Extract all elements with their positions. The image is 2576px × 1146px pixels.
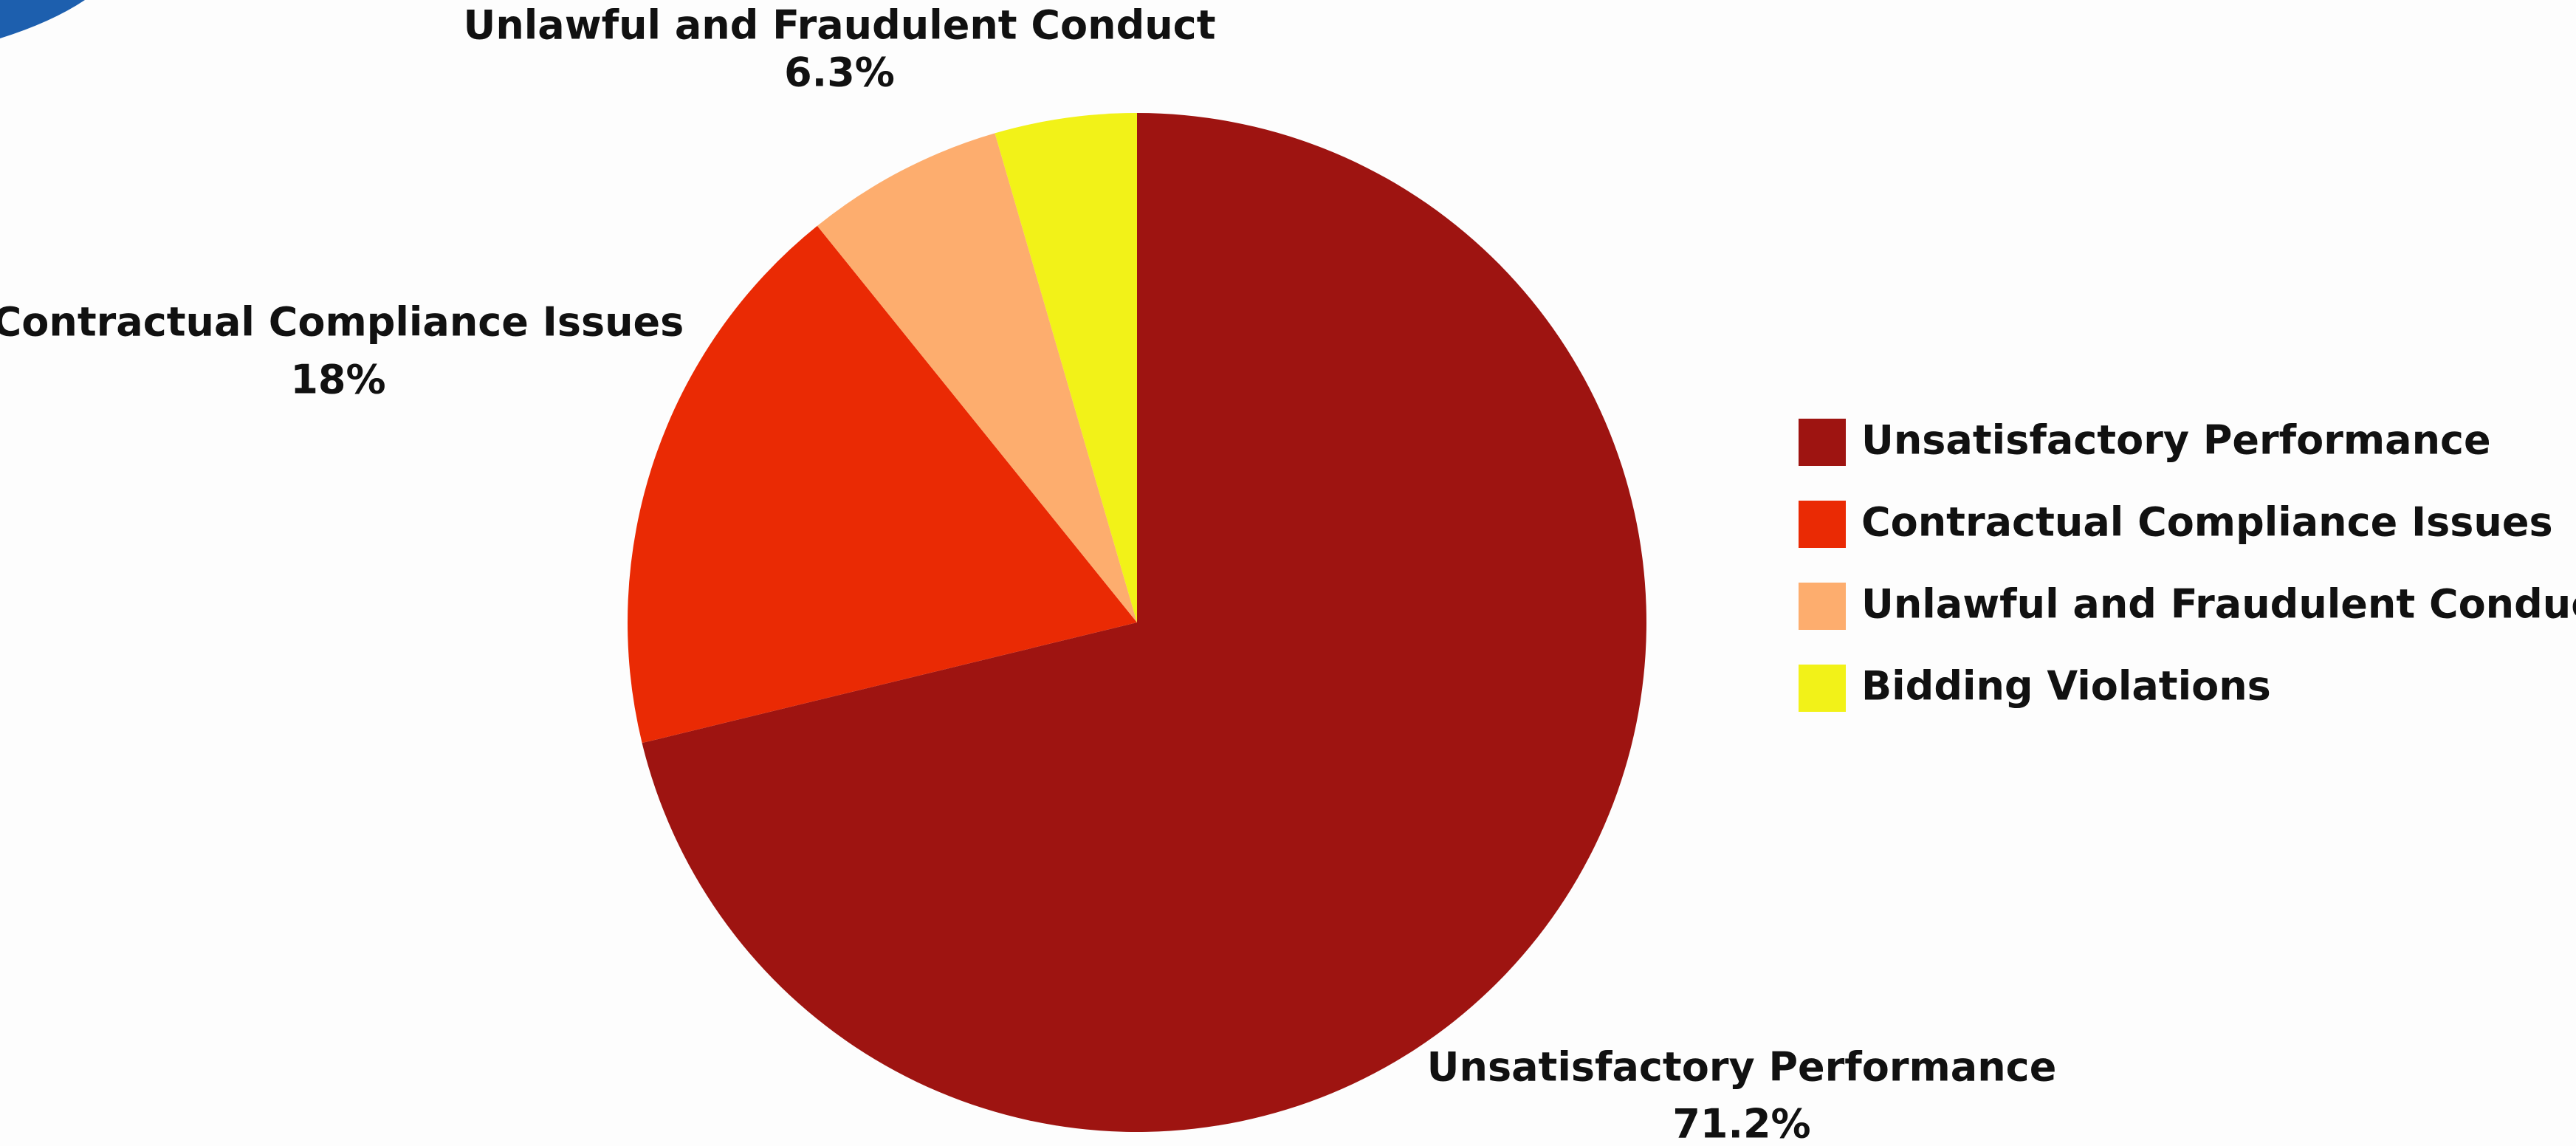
corner-decoration bbox=[0, 0, 85, 38]
pie-slice bbox=[628, 225, 1137, 744]
slice-label: Contractual Compliance Issues bbox=[0, 299, 684, 346]
legend-swatch bbox=[1799, 583, 1846, 630]
pie-slice bbox=[995, 113, 1137, 622]
legend-swatch bbox=[1799, 501, 1846, 548]
slice-value-label: 71.2% bbox=[1672, 1101, 1810, 1146]
legend-label: Unlawful and Fraudulent Conduct bbox=[1861, 581, 2576, 628]
legend-swatch bbox=[1799, 419, 1846, 466]
slice-label: Unlawful and Fraudulent Conduct bbox=[463, 2, 1215, 49]
legend-label: Unsatisfactory Performance bbox=[1861, 417, 2491, 464]
slice-label: Unsatisfactory Performance bbox=[1427, 1044, 2057, 1091]
pie-slice bbox=[817, 133, 1137, 623]
slice-value-label: 18% bbox=[290, 357, 385, 403]
legend-label: Contractual Compliance Issues bbox=[1861, 499, 2553, 546]
slice-value-label: 6.3% bbox=[784, 49, 895, 96]
legend-label: Bidding Violations bbox=[1861, 663, 2271, 710]
legend-swatch bbox=[1799, 665, 1846, 712]
pie-slice bbox=[642, 113, 1646, 1133]
